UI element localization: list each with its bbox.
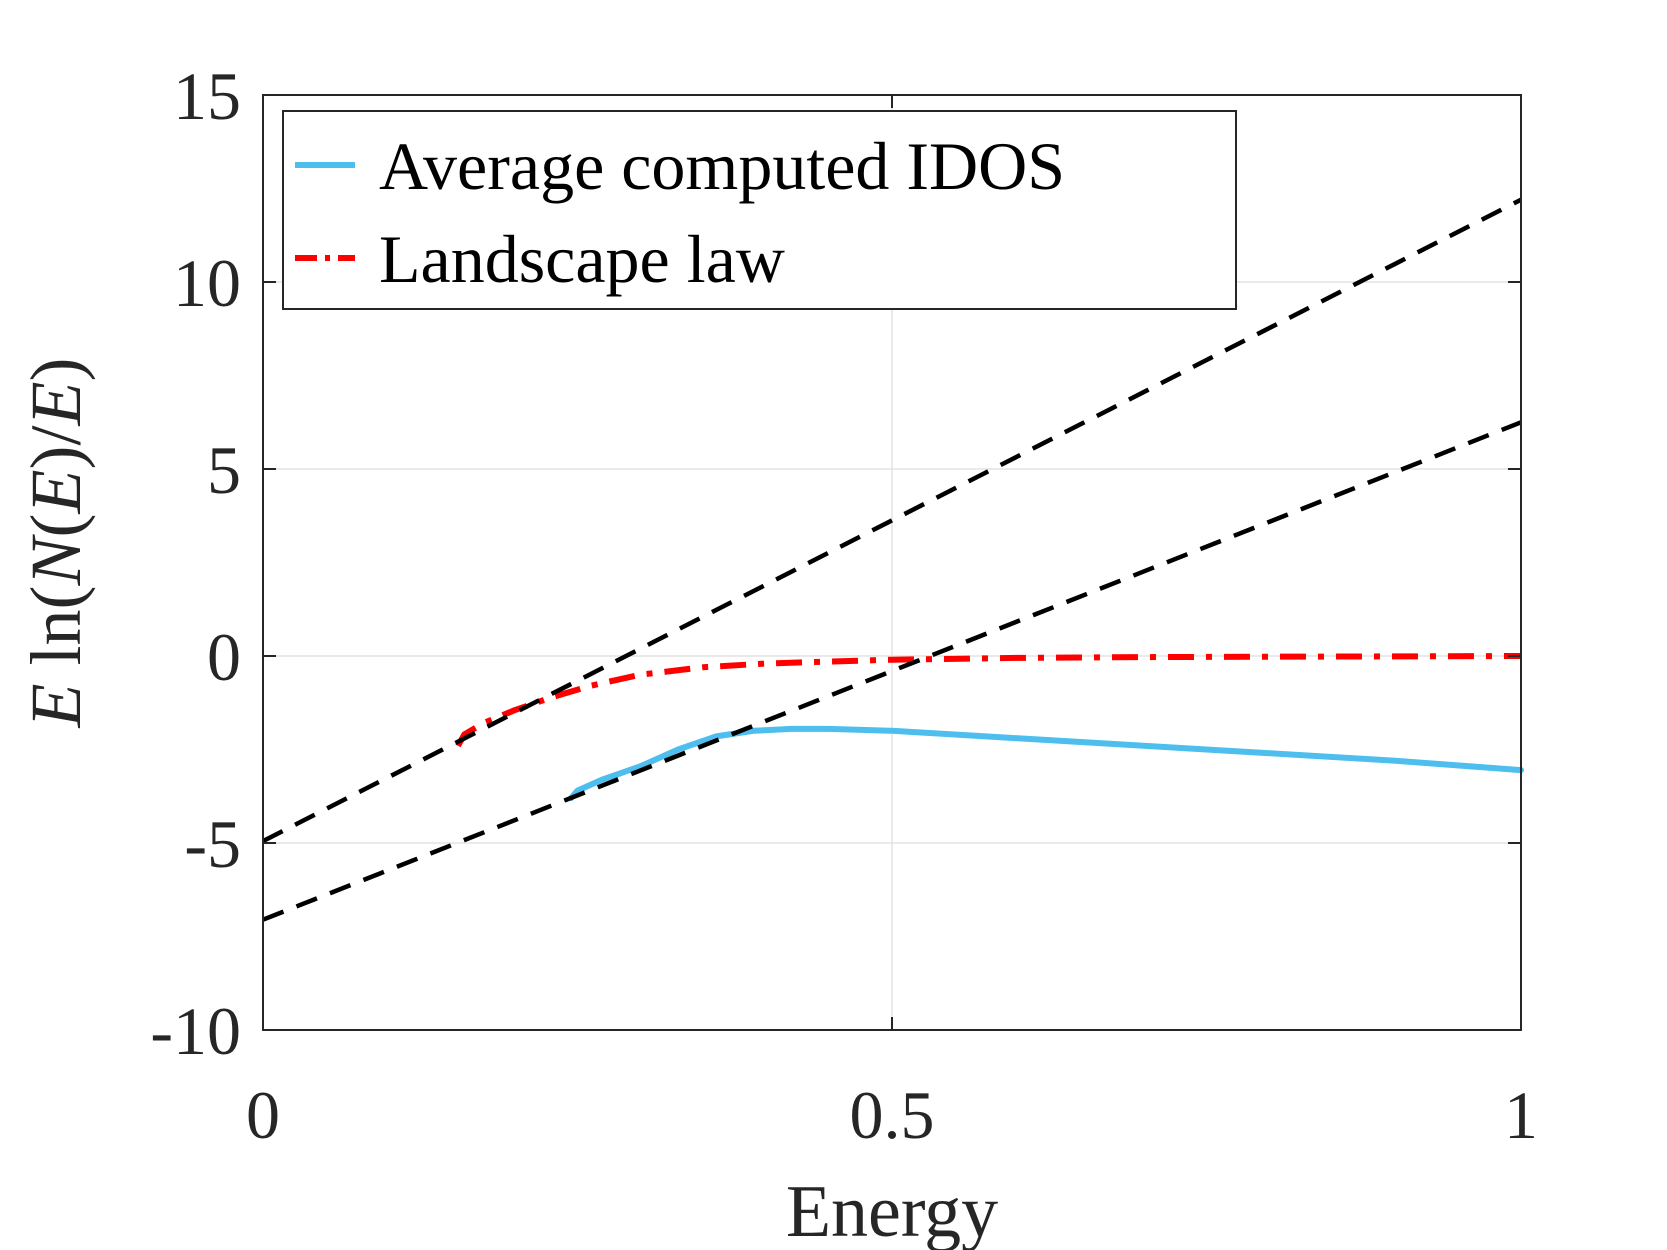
y-axis-label-part: E [16, 469, 96, 514]
y-axis-label-part: E [16, 382, 96, 427]
y-axis-label: E ln(N(E)/E) [16, 358, 96, 729]
legend-box [282, 110, 1237, 310]
y-axis-label-part: ) [16, 358, 96, 382]
y-tick-label: 15 [173, 58, 241, 134]
legend-label: Landscape law [379, 221, 785, 297]
x-tick-label: 1 [1504, 1077, 1538, 1153]
y-axis-label-part: ) [16, 446, 96, 470]
y-axis-label-part: / [16, 425, 96, 445]
y-tick-label: 0 [207, 619, 241, 695]
x-axis-label: Energy [786, 1171, 998, 1250]
y-tick-label: -5 [184, 806, 241, 882]
x-tick-label: 0.5 [850, 1077, 935, 1153]
tick-labels: 0 0.5 1 -10 -5 0 5 10 15 [150, 58, 1538, 1153]
y-axis-label-part: E [16, 683, 96, 728]
series-line-landscape-law [455, 653, 1522, 748]
plot-area [261, 197, 1524, 922]
y-axis-label-part: ln [16, 609, 96, 683]
y-tick-label: 10 [173, 245, 241, 321]
reference-line-1 [261, 197, 1523, 844]
reference-line-2 [262, 420, 1522, 922]
ticks [262, 94, 1522, 1031]
legend: Average computed IDOS Landscape law [282, 110, 1237, 310]
x-tick-label: 0 [246, 1077, 280, 1153]
y-tick-label: -10 [150, 993, 241, 1069]
y-tick-label: 5 [207, 432, 241, 508]
series-line-average-computed-idos [568, 725, 1524, 802]
y-axis-label-part: ( [16, 513, 96, 537]
y-axis-label-part: ( [16, 585, 96, 609]
legend-label: Average computed IDOS [379, 128, 1065, 204]
y-axis-label-part: N [16, 533, 96, 586]
